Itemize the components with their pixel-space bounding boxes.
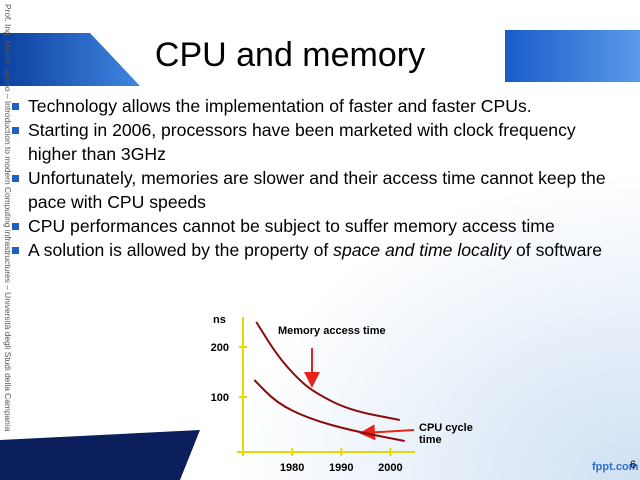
series-label: CPU cycle time bbox=[419, 422, 473, 446]
bullet-text: Technology allows the implementation of … bbox=[28, 96, 532, 116]
bullet-text: CPU performances cannot be subject to su… bbox=[28, 216, 555, 236]
slide-title: CPU and memory bbox=[154, 36, 426, 74]
y-tick-label: 200 bbox=[211, 342, 229, 354]
series-label: Memory access time bbox=[278, 325, 386, 337]
bullet: CPU performances cannot be subject to su… bbox=[10, 214, 620, 238]
bullet-text: Starting in 2006, processors have been m… bbox=[28, 120, 576, 164]
y-axis-label: ns bbox=[213, 314, 226, 326]
bullet: Starting in 2006, processors have been m… bbox=[10, 118, 620, 166]
bullet: Technology allows the implementation of … bbox=[10, 94, 620, 118]
y-tick-label: 100 bbox=[211, 392, 229, 404]
corner-shape bbox=[0, 33, 140, 86]
bullet-text: A solution is allowed by the property of bbox=[28, 240, 334, 260]
series-line bbox=[255, 321, 400, 421]
page-number: 6 bbox=[630, 459, 637, 471]
bullet-text: of software bbox=[511, 240, 603, 260]
series-line bbox=[253, 379, 405, 442]
label-line: CPU cycle bbox=[419, 422, 473, 434]
bullet-emphasis: space and time locality bbox=[333, 240, 512, 260]
bullet-list: Technology allows the implementation of … bbox=[10, 94, 620, 262]
x-tick-label: 1980 bbox=[280, 462, 304, 474]
label-line: time bbox=[419, 434, 442, 446]
x-tick-label: 2000 bbox=[378, 462, 402, 474]
corner-shape bbox=[505, 30, 640, 82]
bullet-text: Unfortunately, memories are slower and t… bbox=[28, 168, 606, 212]
corner-shape bbox=[0, 430, 200, 480]
arrow bbox=[359, 424, 415, 441]
bullet: Unfortunately, memories are slower and t… bbox=[10, 166, 620, 214]
x-tick-label: 1990 bbox=[329, 462, 353, 474]
brand: fppt.com bbox=[592, 461, 639, 473]
bullet: A solution is allowed by the property of… bbox=[10, 238, 620, 262]
